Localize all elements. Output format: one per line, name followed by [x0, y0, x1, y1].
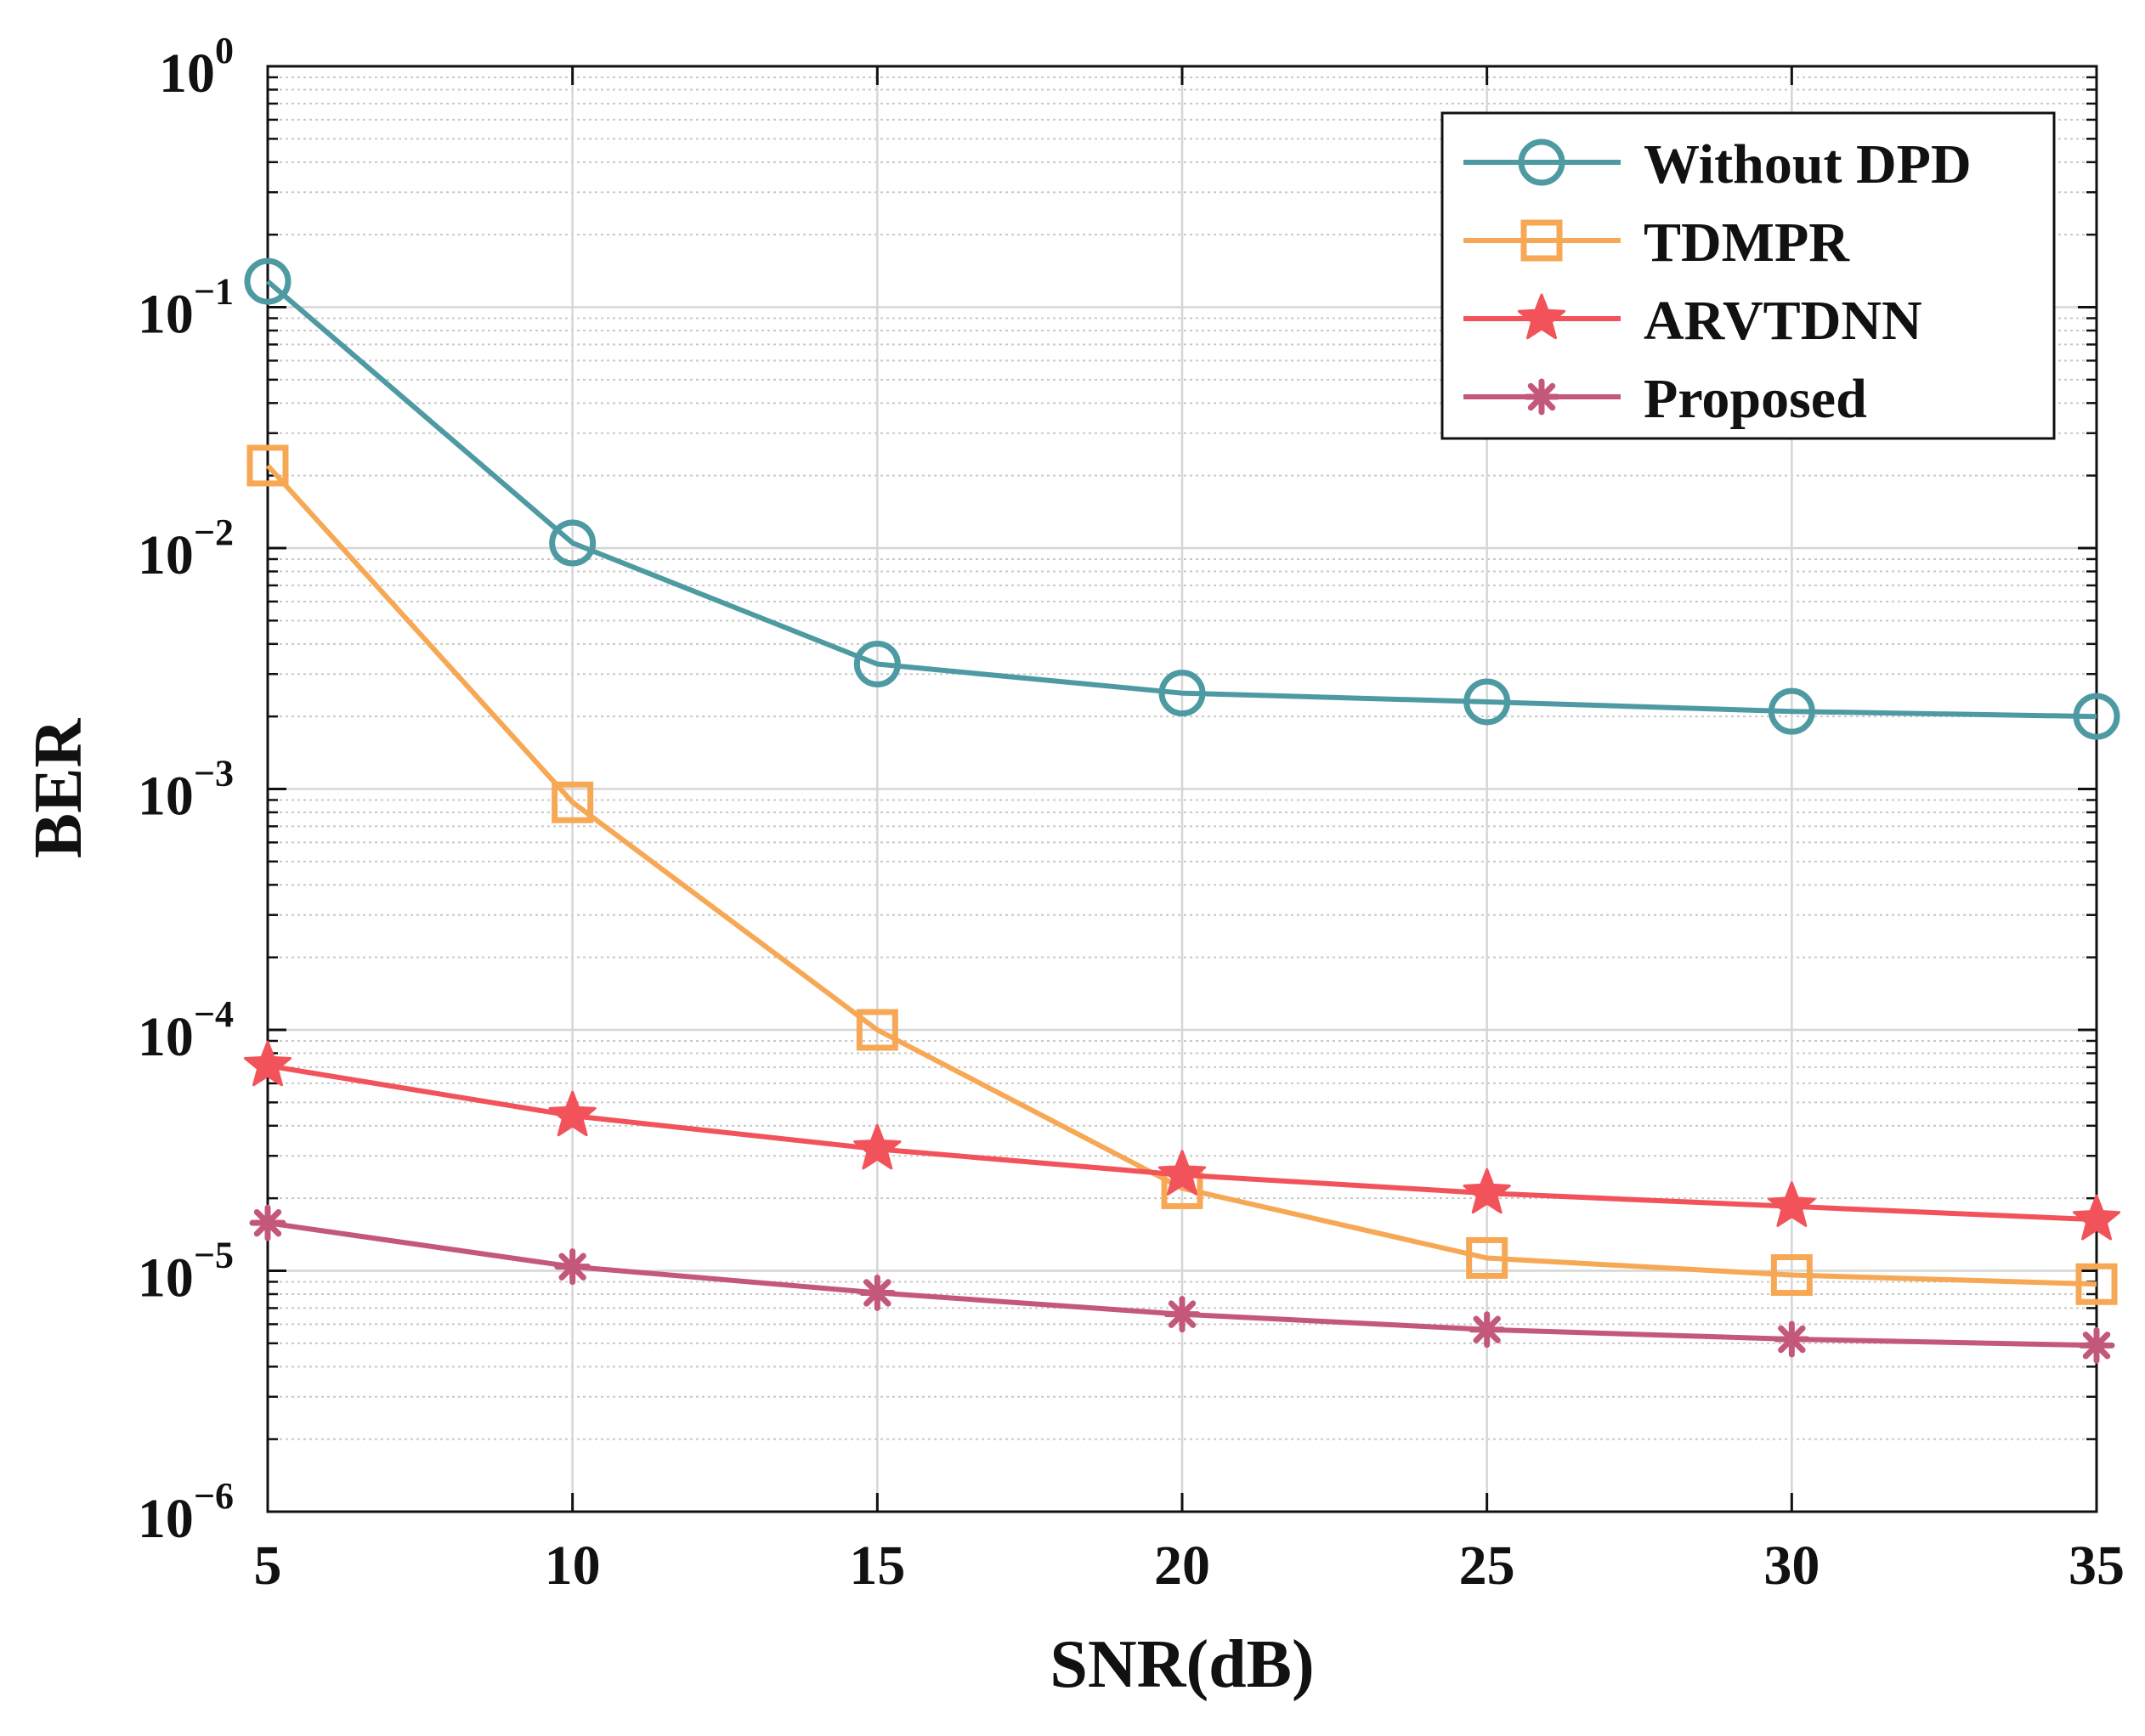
- data-point-proposed: [249, 1204, 286, 1241]
- data-point-arvtdnn: [243, 1040, 292, 1087]
- series-line-without-dpd: [266, 279, 2097, 720]
- legend-marker-without-dpd: [1518, 139, 1565, 186]
- x-tick-label: 15: [849, 1535, 905, 1597]
- legend-label-arvtdnn: ARVTDNN: [1644, 290, 1922, 352]
- y-tick-label: 10−5: [138, 1235, 234, 1309]
- data-point-arvtdnn: [1157, 1150, 1207, 1196]
- legend-label-without-dpd: Without DPD: [1644, 133, 1972, 195]
- data-point-without-dpd: [244, 257, 291, 305]
- data-point-without-dpd: [1463, 678, 1511, 726]
- data-point-tdmpr: [552, 781, 594, 823]
- y-tick-label: 100: [159, 30, 234, 105]
- series-layer: [243, 257, 2121, 1364]
- asterisk-stroke: [1778, 1325, 1806, 1354]
- y-tick-label: 10−1: [138, 271, 234, 346]
- data-point-without-dpd: [853, 641, 901, 688]
- data-point-without-dpd: [1768, 687, 1815, 735]
- x-tick-label: 5: [254, 1535, 282, 1597]
- legend-label-proposed: Proposed: [1644, 368, 1867, 430]
- asterisk-stroke: [1527, 382, 1556, 411]
- data-point-proposed: [1773, 1320, 1810, 1358]
- y-tick-label: 10−2: [138, 512, 234, 586]
- data-point-proposed: [858, 1274, 896, 1311]
- asterisk-stroke: [1473, 1315, 1501, 1343]
- data-point-without-dpd: [549, 519, 597, 567]
- x-tick-label: 35: [2069, 1535, 2125, 1597]
- data-point-tdmpr: [246, 444, 289, 487]
- x-tick-label: 20: [1154, 1535, 1210, 1597]
- legend-marker-proposed: [1523, 378, 1560, 416]
- data-point-arvtdnn: [2072, 1194, 2121, 1241]
- data-point-proposed: [554, 1248, 591, 1286]
- data-point-arvtdnn: [853, 1123, 902, 1170]
- asterisk-stroke: [2082, 1332, 2111, 1360]
- data-point-without-dpd: [1158, 670, 1206, 717]
- asterisk-stroke: [863, 1279, 891, 1307]
- data-point-proposed: [1469, 1311, 1506, 1349]
- labels-layer: SNR(dB) BER: [21, 718, 1315, 1702]
- x-tick-label: 30: [1763, 1535, 1820, 1597]
- x-axis-label: SNR(dB): [1050, 1627, 1314, 1702]
- data-point-arvtdnn: [1768, 1181, 1816, 1227]
- legend: Without DPD TDMPR ARVTDNN Proposed: [1440, 111, 2056, 440]
- data-point-tdmpr: [856, 1009, 898, 1051]
- y-axis-label: BER: [21, 718, 96, 859]
- data-point-arvtdnn: [1463, 1168, 1511, 1214]
- ticks-layer: 5 10 15 20 25 30 35 100 10−1 10−2 10−3 10−4 10−5 10−6: [138, 30, 2125, 1597]
- x-tick-label: 10: [545, 1535, 601, 1597]
- y-tick-label: 10−4: [138, 993, 234, 1068]
- asterisk-stroke: [253, 1208, 282, 1237]
- legend-label-tdmpr: TDMPR: [1644, 212, 1850, 274]
- legend-marker-arvtdnn: [1517, 293, 1566, 340]
- data-point-proposed: [1163, 1296, 1201, 1333]
- data-point-without-dpd: [2073, 693, 2120, 740]
- data-point-tdmpr: [1466, 1236, 1508, 1279]
- data-point-arvtdnn: [548, 1090, 597, 1137]
- series-line-tdmpr: [265, 463, 2097, 1287]
- y-tick-label: 10−3: [138, 753, 234, 828]
- y-tick-label: 10−6: [138, 1475, 234, 1550]
- legend-marker-tdmpr: [1520, 219, 1563, 262]
- asterisk-stroke: [1168, 1300, 1197, 1328]
- data-point-tdmpr: [2075, 1263, 2118, 1305]
- asterisk-stroke: [558, 1253, 586, 1281]
- data-point-proposed: [2078, 1326, 2115, 1364]
- data-point-tdmpr: [1770, 1254, 1813, 1297]
- x-tick-label: 25: [1459, 1535, 1515, 1597]
